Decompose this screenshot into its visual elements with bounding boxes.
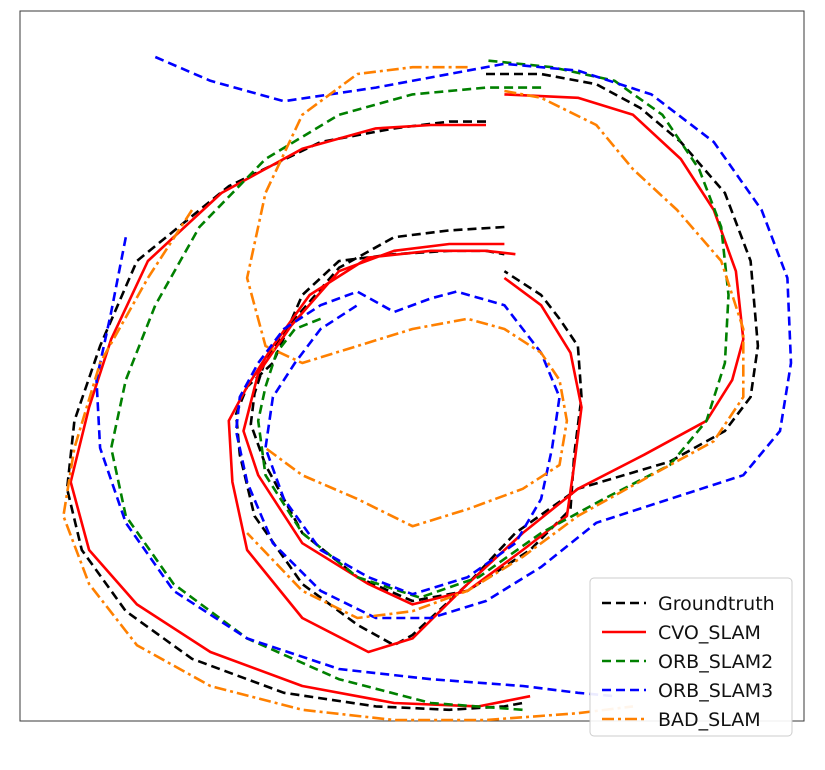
series-line-cvo-slam — [69, 93, 745, 708]
trajectory-layer — [62, 55, 793, 722]
legend-label-cvo-slam: CVO_SLAM — [658, 622, 761, 644]
legend-box — [589, 577, 793, 737]
legend: Groundtruth CVO_SLAM ORB_SLAM2 ORB_SLAM3 BAD… — [589, 577, 793, 737]
legend-label-bad-slam: BAD_SLAM — [658, 709, 761, 731]
legend-label-groundtruth: Groundtruth — [658, 593, 775, 615]
series-line-orb-slam2 — [109, 59, 730, 712]
legend-items: Groundtruth CVO_SLAM ORB_SLAM2 ORB_SLAM3 BAD… — [602, 593, 775, 731]
series-line-bad-slam — [62, 65, 745, 722]
legend-label-orb-slam3: ORB_SLAM3 — [658, 680, 773, 702]
legend-label-orb-slam2: ORB_SLAM2 — [658, 651, 773, 673]
